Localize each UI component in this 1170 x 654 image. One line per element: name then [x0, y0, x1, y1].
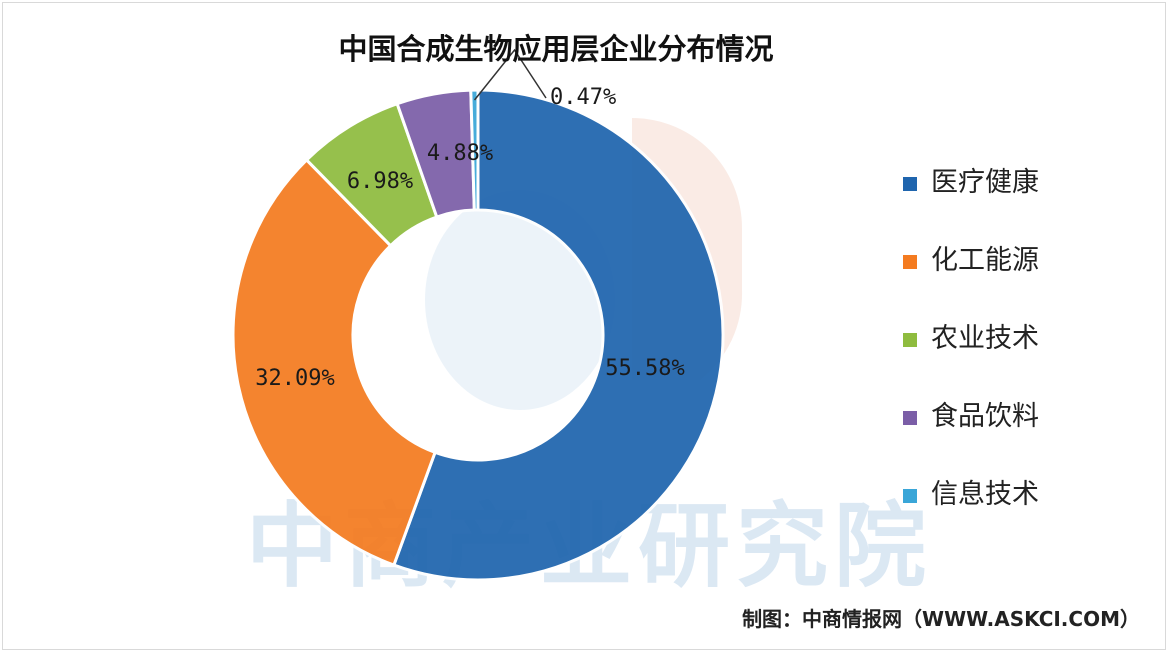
chart-title: 中国合成生物应用层企业分布情况 — [338, 32, 774, 66]
legend-label: 化工能源 — [931, 245, 1039, 276]
donut-slice-2 — [231, 157, 437, 568]
legend-item: 医疗健康 — [903, 161, 1103, 239]
data-label-5: 0.47% — [550, 85, 616, 110]
data-label-4: 4.88% — [427, 141, 493, 166]
legend-label: 信息技术 — [931, 479, 1039, 510]
legend-swatch — [903, 177, 917, 191]
donut-slice-1 — [391, 88, 725, 582]
legend-label: 食品饮料 — [931, 401, 1039, 432]
data-label-2: 32.09% — [255, 366, 334, 391]
data-label-3: 6.98% — [347, 169, 413, 194]
legend-item: 食品饮料 — [903, 395, 1103, 473]
legend-swatch — [903, 489, 917, 503]
legend-label: 农业技术 — [931, 323, 1039, 354]
legend: 医疗健康 化工能源 农业技术 食品饮料 信息技术 — [903, 161, 1103, 551]
legend-swatch — [903, 333, 917, 347]
legend-label: 医疗健康 — [931, 167, 1039, 198]
legend-item: 化工能源 — [903, 239, 1103, 317]
legend-item: 信息技术 — [903, 473, 1103, 551]
legend-swatch — [903, 411, 917, 425]
source-note: 制图：中商情报网（WWW.ASKCI.COM） — [742, 607, 1140, 631]
label-leader-line — [473, 48, 547, 101]
donut-slice-5 — [469, 88, 480, 212]
legend-item: 农业技术 — [903, 317, 1103, 395]
data-label-1: 55.58% — [605, 356, 684, 381]
legend-swatch — [903, 255, 917, 269]
